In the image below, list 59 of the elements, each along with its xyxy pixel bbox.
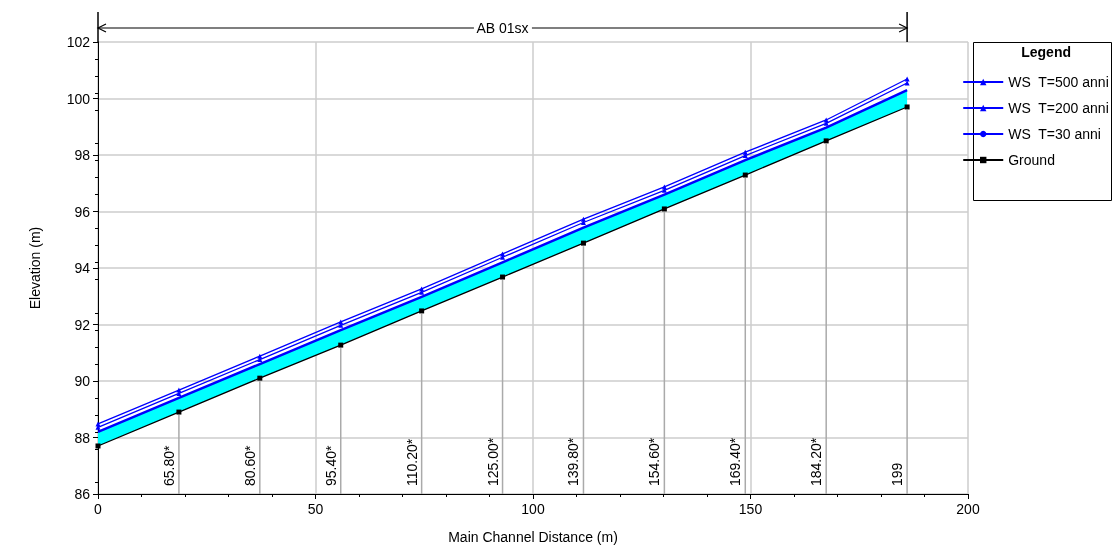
leader-callout: 184.20*	[808, 143, 827, 495]
point	[419, 308, 425, 314]
leader-callout: 110.20*	[403, 313, 423, 495]
y-tick-label: 100	[66, 90, 91, 107]
point	[176, 409, 182, 415]
x-tick-label: 150	[738, 501, 763, 517]
point	[257, 375, 263, 381]
annotation: 154.60*	[646, 437, 663, 486]
annotation: 80.60*	[241, 444, 258, 486]
legend-label: Ground	[1008, 152, 1055, 168]
y-tick-label: 92	[74, 316, 91, 333]
x-tick-label: 100	[521, 501, 545, 517]
leader-callout: 80.60*	[241, 380, 261, 495]
point	[338, 342, 344, 348]
point	[904, 104, 910, 110]
legend-label: WS T=500 anni	[1008, 74, 1109, 90]
y-tick-label: 98	[74, 147, 91, 163]
annotation: 139.80*	[565, 437, 582, 486]
leader-callout: 125.00*	[484, 279, 504, 495]
annotation: 110.20*	[403, 438, 420, 486]
leader-callout: 199	[889, 109, 908, 495]
text: AB 01sx	[473, 19, 532, 37]
point	[500, 274, 506, 280]
annotation: 65.80*	[160, 444, 177, 486]
leader-callout: 169.40*	[727, 177, 747, 495]
annotation: 199	[889, 462, 906, 486]
y-tick-label: 90	[74, 373, 91, 389]
annotation: 95.40*	[322, 444, 339, 486]
point	[580, 220, 586, 226]
y-tick-label: 86	[74, 486, 91, 502]
x-axis-title: Main Channel Distance (m)	[448, 529, 618, 545]
leader-callout: 154.60*	[646, 211, 666, 495]
x-tick-label: 50	[307, 501, 324, 517]
legend-label: WS T=30 anni	[1008, 126, 1101, 142]
y-tick-label: 96	[74, 203, 91, 220]
legend-label: WS T=200 anni	[1008, 100, 1109, 116]
point	[257, 357, 263, 363]
annotation: 125.00*	[484, 437, 501, 486]
y-tick-label: 94	[74, 260, 91, 276]
point	[742, 172, 748, 178]
x-tick-label: 200	[956, 501, 980, 517]
leader-callout: 95.40*	[322, 347, 342, 495]
y-axis-title: Elevation (m)	[27, 226, 43, 310]
leader-callout: 65.80*	[160, 414, 180, 495]
x-tick-label: 0	[94, 501, 103, 517]
annotation: 184.20*	[808, 437, 825, 486]
point	[904, 76, 910, 82]
point	[500, 251, 506, 257]
point	[95, 443, 101, 449]
leader-callout: 139.80*	[565, 245, 585, 495]
legend-title: Legend	[1021, 44, 1071, 60]
point	[823, 138, 829, 144]
annotation: 169.40*	[727, 437, 744, 486]
point	[742, 149, 748, 155]
y-tick-label: 102	[66, 34, 91, 50]
y-tick-label: 88	[74, 429, 91, 446]
point	[661, 206, 667, 212]
point	[580, 240, 586, 246]
point	[95, 421, 101, 427]
